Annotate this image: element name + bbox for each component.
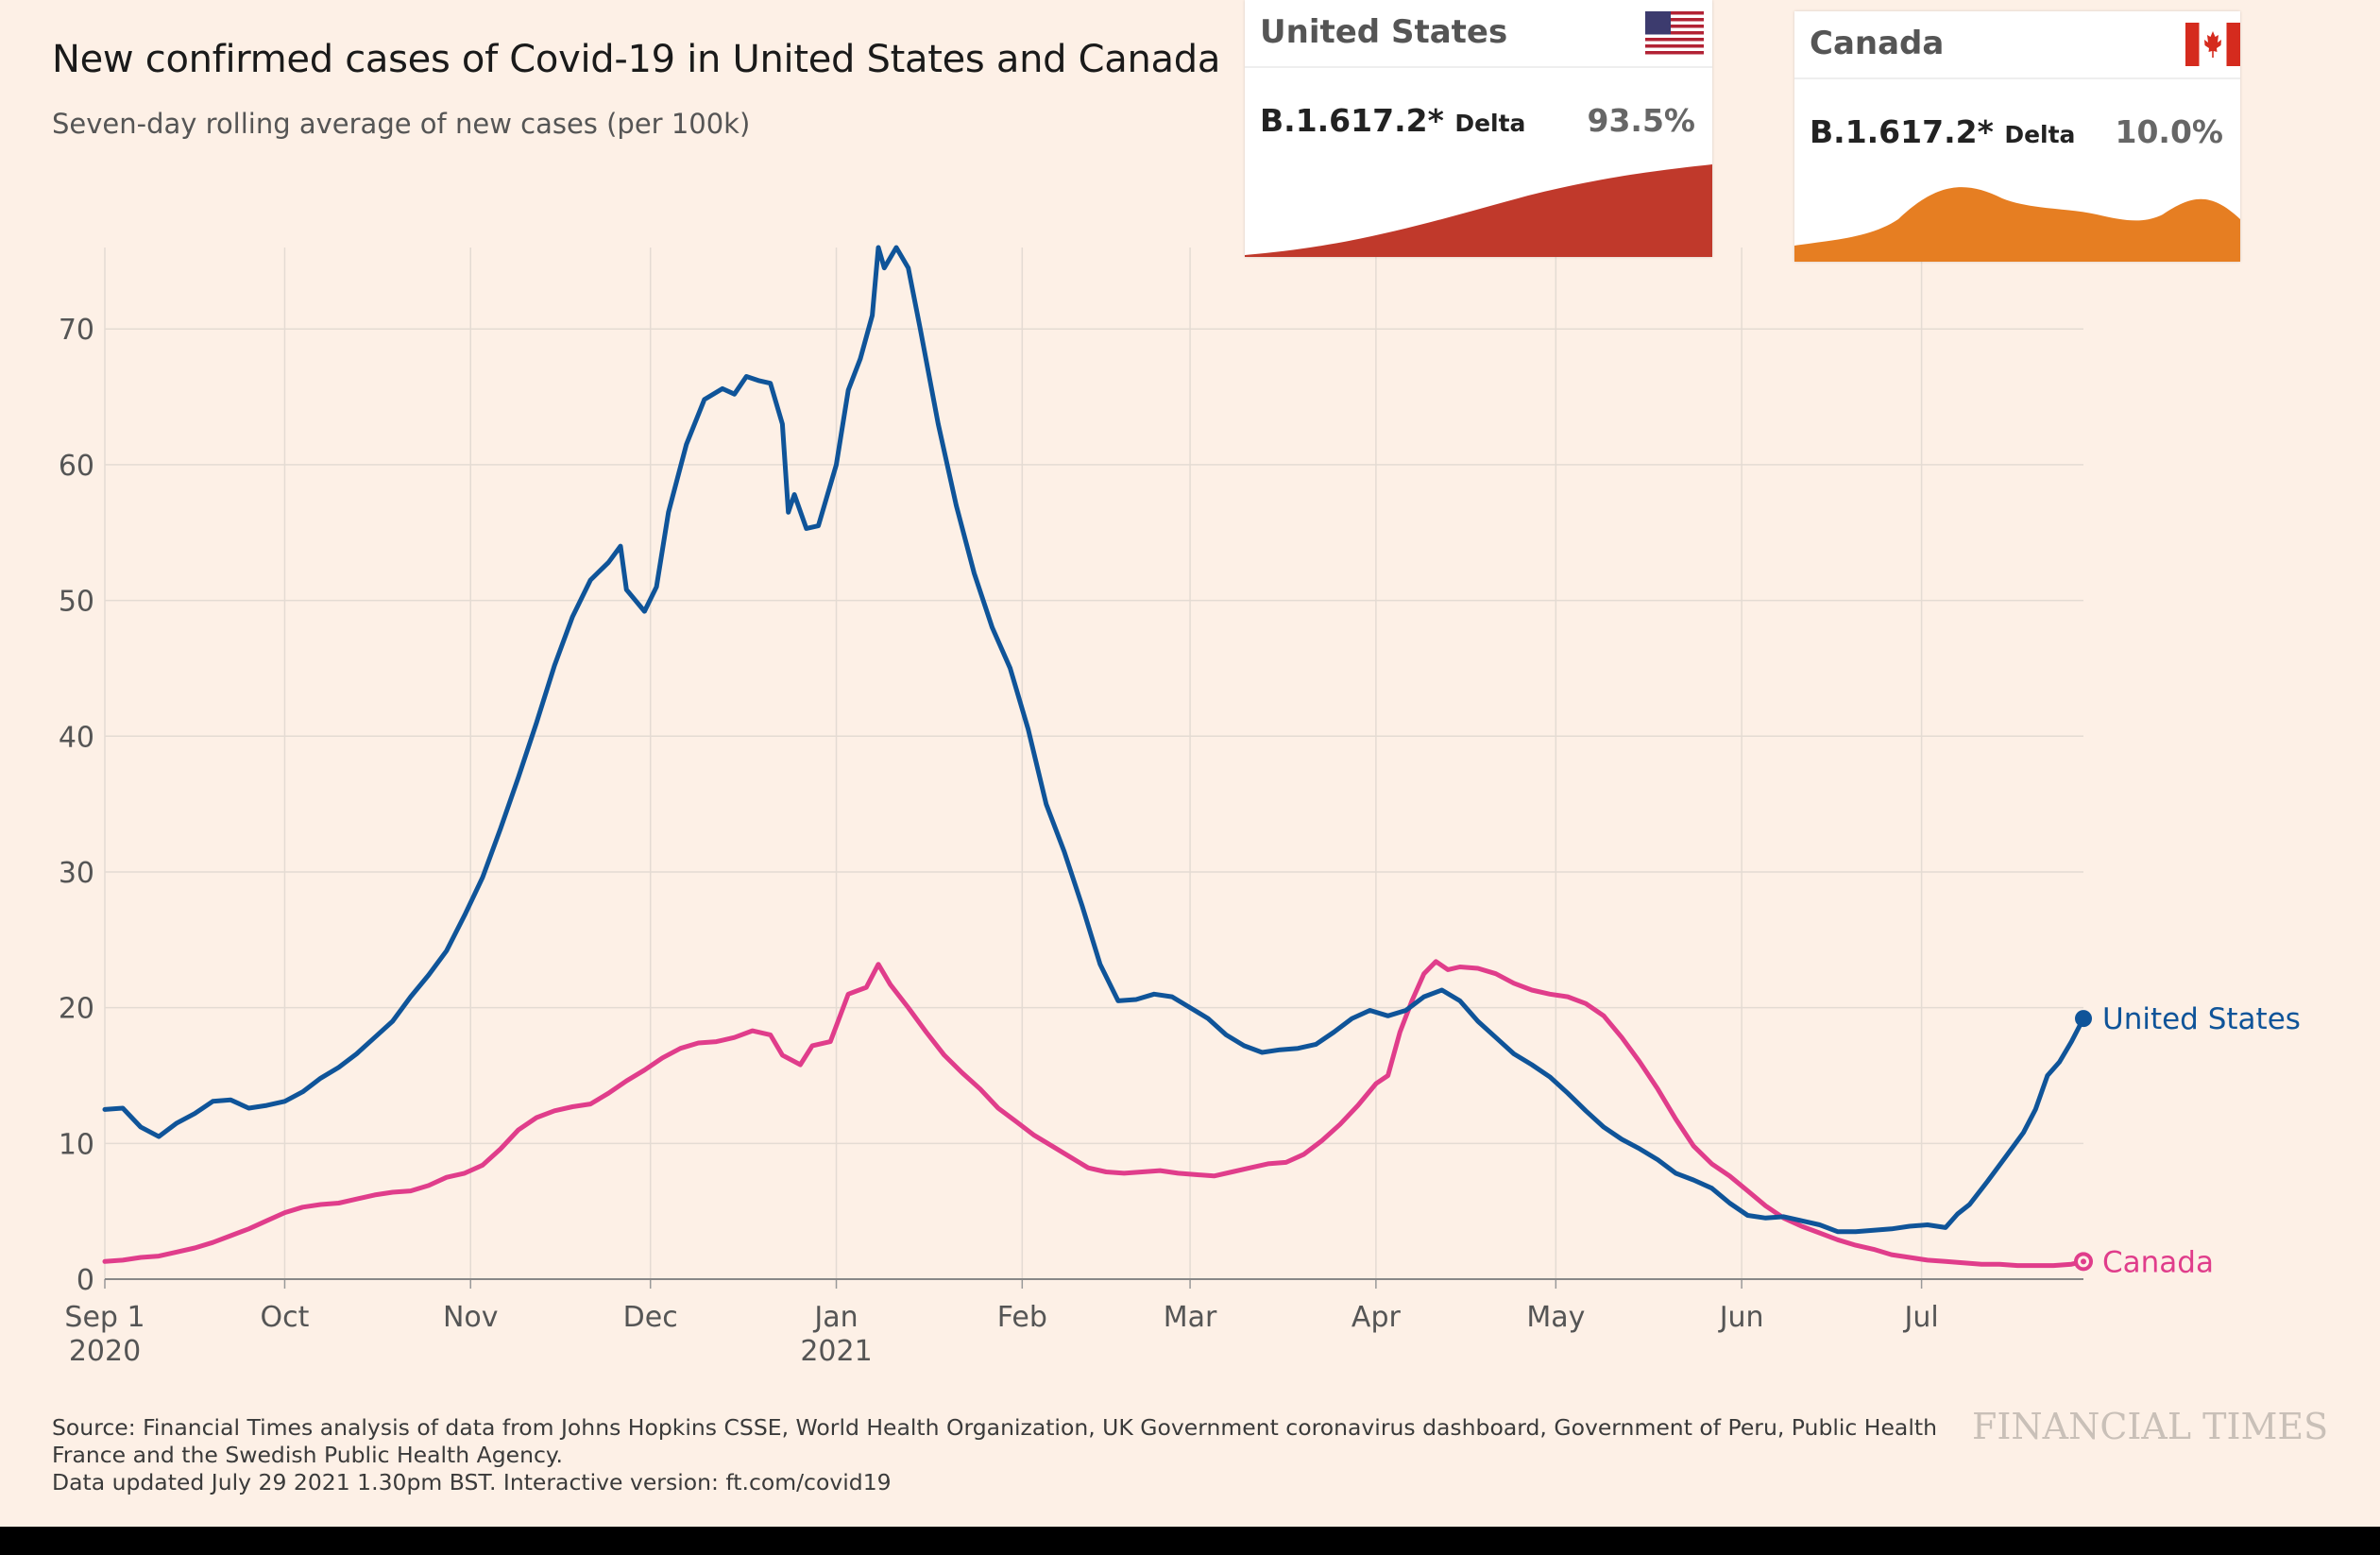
x-tick-label: Nov	[443, 1301, 499, 1334]
y-tick-label: 20	[59, 993, 94, 1026]
x-tick-label: Jun	[1718, 1301, 1764, 1334]
y-tick-label: 30	[59, 857, 94, 890]
chart-subtitle: Seven-day rolling average of new cases (…	[52, 108, 751, 140]
series-lines	[102, 245, 2093, 1272]
financial-times-logo: FINANCIAL TIMES	[1972, 1406, 2329, 1447]
canada-series-label: Canada	[2102, 1245, 2214, 1279]
canada-flag-icon	[2185, 23, 2240, 66]
y-tick-label: 50	[59, 586, 94, 619]
us-card-country: United States	[1260, 13, 1508, 51]
canada-variant-share: 10.0%	[2115, 113, 2224, 150]
canada-line	[102, 959, 2086, 1269]
canada-variant-sparkline	[1794, 187, 2240, 262]
canada-card-variant: B.1.617.2* Delta	[1810, 113, 2075, 150]
us-card-variant: B.1.617.2* Delta	[1260, 102, 1525, 139]
us-card-header: United States	[1245, 0, 1712, 68]
x-tick-label: Dec	[623, 1301, 678, 1334]
updated-note: Data updated July 29 2021 1.30pm BST. In…	[52, 1469, 892, 1495]
y-tick-label: 60	[59, 450, 94, 483]
y-tick-label: 0	[76, 1264, 94, 1297]
x-tick-label: Apr	[1352, 1301, 1402, 1334]
united-states-series-label: United States	[2102, 1002, 2301, 1036]
canada-variant-code: B.1.617.2*	[1810, 113, 1994, 150]
x-tick-label: Sep 1	[64, 1301, 144, 1334]
canada-card-header: Canada	[1794, 11, 2240, 79]
x-tick-sublabel: 2021	[800, 1335, 872, 1368]
grid-lines	[104, 248, 2083, 1279]
us-variant-sparkline	[1245, 164, 1712, 257]
united-states-end-marker	[2075, 1010, 2092, 1028]
x-tick-label: Feb	[997, 1301, 1047, 1334]
series-labels: Canada United States	[2102, 1002, 2301, 1279]
canada-variant-card: Canada B.1.617.2* Delta 10.0%	[1794, 11, 2240, 262]
canada-card-country: Canada	[1810, 25, 1945, 62]
source-note: Source: Financial Times analysis of data…	[52, 1414, 1937, 1468]
y-tick-label: 70	[59, 314, 94, 347]
y-tick-label: 10	[59, 1128, 94, 1161]
us-variant-card: United States B.1.617.2* Delta 93.5%	[1245, 0, 1712, 257]
x-tick-label: Jan	[812, 1301, 858, 1334]
x-tick-label: May	[1526, 1301, 1585, 1334]
y-tick-label: 40	[59, 721, 94, 754]
x-tick-sublabel: 2020	[69, 1335, 141, 1368]
us-variant-share: 93.5%	[1587, 102, 1696, 139]
x-tick-label: Jul	[1902, 1301, 1938, 1334]
x-tick-label: Mar	[1164, 1301, 1217, 1334]
us-variant-name: Delta	[1454, 110, 1526, 137]
x-tick-label: Oct	[261, 1301, 310, 1334]
canada-end-marker-dot	[2081, 1258, 2086, 1265]
us-flag-icon	[1645, 11, 1704, 55]
chart-footer: Source: Financial Times analysis of data…	[52, 1414, 1960, 1496]
canada-variant-name: Delta	[2004, 121, 2076, 148]
united-states-line	[102, 245, 2086, 1235]
chart-title: New confirmed cases of Covid-19 in Unite…	[52, 38, 1221, 81]
us-variant-code: B.1.617.2*	[1260, 102, 1444, 139]
